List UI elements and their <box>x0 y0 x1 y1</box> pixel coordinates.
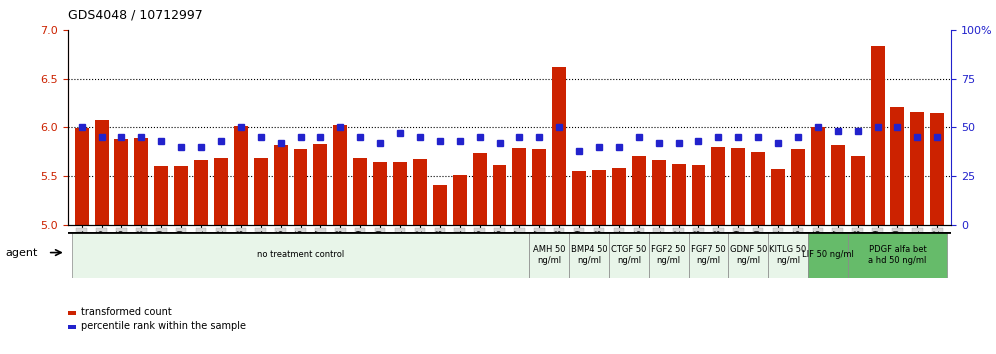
Bar <box>552 67 566 225</box>
FancyBboxPatch shape <box>529 232 569 278</box>
Bar <box>512 148 526 225</box>
FancyBboxPatch shape <box>569 232 609 278</box>
Bar <box>532 149 546 225</box>
Bar <box>433 185 447 225</box>
Bar <box>811 127 825 225</box>
Bar <box>731 148 745 225</box>
Text: AMH 50
ng/ml: AMH 50 ng/ml <box>533 245 566 264</box>
Bar <box>711 147 725 225</box>
Bar <box>751 152 765 225</box>
Bar <box>671 164 685 225</box>
Bar <box>453 175 467 225</box>
Bar <box>234 126 248 225</box>
Bar <box>493 165 507 225</box>
Text: FGF7 50
ng/ml: FGF7 50 ng/ml <box>691 245 726 264</box>
FancyBboxPatch shape <box>768 232 808 278</box>
Bar <box>791 149 805 225</box>
Bar <box>274 145 288 225</box>
Bar <box>75 129 89 225</box>
Bar <box>771 169 785 225</box>
FancyBboxPatch shape <box>728 232 768 278</box>
Text: FGF2 50
ng/ml: FGF2 50 ng/ml <box>651 245 686 264</box>
Bar <box>154 166 168 225</box>
Bar <box>68 311 76 315</box>
Bar <box>592 170 606 225</box>
Bar <box>354 158 368 225</box>
FancyBboxPatch shape <box>848 232 947 278</box>
Bar <box>334 126 348 225</box>
Text: LIF 50 ng/ml: LIF 50 ng/ml <box>802 250 854 259</box>
Bar <box>254 158 268 225</box>
Text: GDS4048 / 10712997: GDS4048 / 10712997 <box>68 9 202 22</box>
Text: BMP4 50
ng/ml: BMP4 50 ng/ml <box>571 245 608 264</box>
Bar <box>174 166 188 225</box>
Bar <box>115 139 128 225</box>
Bar <box>473 153 487 225</box>
Bar <box>194 160 208 225</box>
Bar <box>374 162 387 225</box>
Bar <box>851 156 865 225</box>
Bar <box>413 159 427 225</box>
Bar <box>95 120 109 225</box>
Bar <box>214 158 228 225</box>
Text: no treatment control: no treatment control <box>257 250 345 259</box>
Bar <box>831 145 845 225</box>
Bar <box>393 162 407 225</box>
Text: percentile rank within the sample: percentile rank within the sample <box>81 321 246 331</box>
Bar <box>612 169 625 225</box>
Bar <box>631 156 645 225</box>
FancyBboxPatch shape <box>648 232 688 278</box>
FancyBboxPatch shape <box>808 232 848 278</box>
Bar <box>314 144 328 225</box>
Bar <box>651 160 665 225</box>
Bar <box>134 138 148 225</box>
Bar <box>294 149 308 225</box>
Text: PDGF alfa bet
a hd 50 ng/ml: PDGF alfa bet a hd 50 ng/ml <box>869 245 926 264</box>
Bar <box>930 113 944 225</box>
FancyBboxPatch shape <box>72 232 529 278</box>
Bar <box>890 107 904 225</box>
Bar <box>691 165 705 225</box>
Bar <box>572 171 586 225</box>
FancyBboxPatch shape <box>688 232 728 278</box>
Text: KITLG 50
ng/ml: KITLG 50 ng/ml <box>769 245 807 264</box>
Text: CTGF 50
ng/ml: CTGF 50 ng/ml <box>612 245 646 264</box>
Text: transformed count: transformed count <box>81 307 171 317</box>
Bar <box>871 46 884 225</box>
Text: agent: agent <box>5 247 38 258</box>
Bar <box>68 325 76 329</box>
Text: GDNF 50
ng/ml: GDNF 50 ng/ml <box>729 245 767 264</box>
FancyBboxPatch shape <box>609 232 648 278</box>
Bar <box>910 112 924 225</box>
